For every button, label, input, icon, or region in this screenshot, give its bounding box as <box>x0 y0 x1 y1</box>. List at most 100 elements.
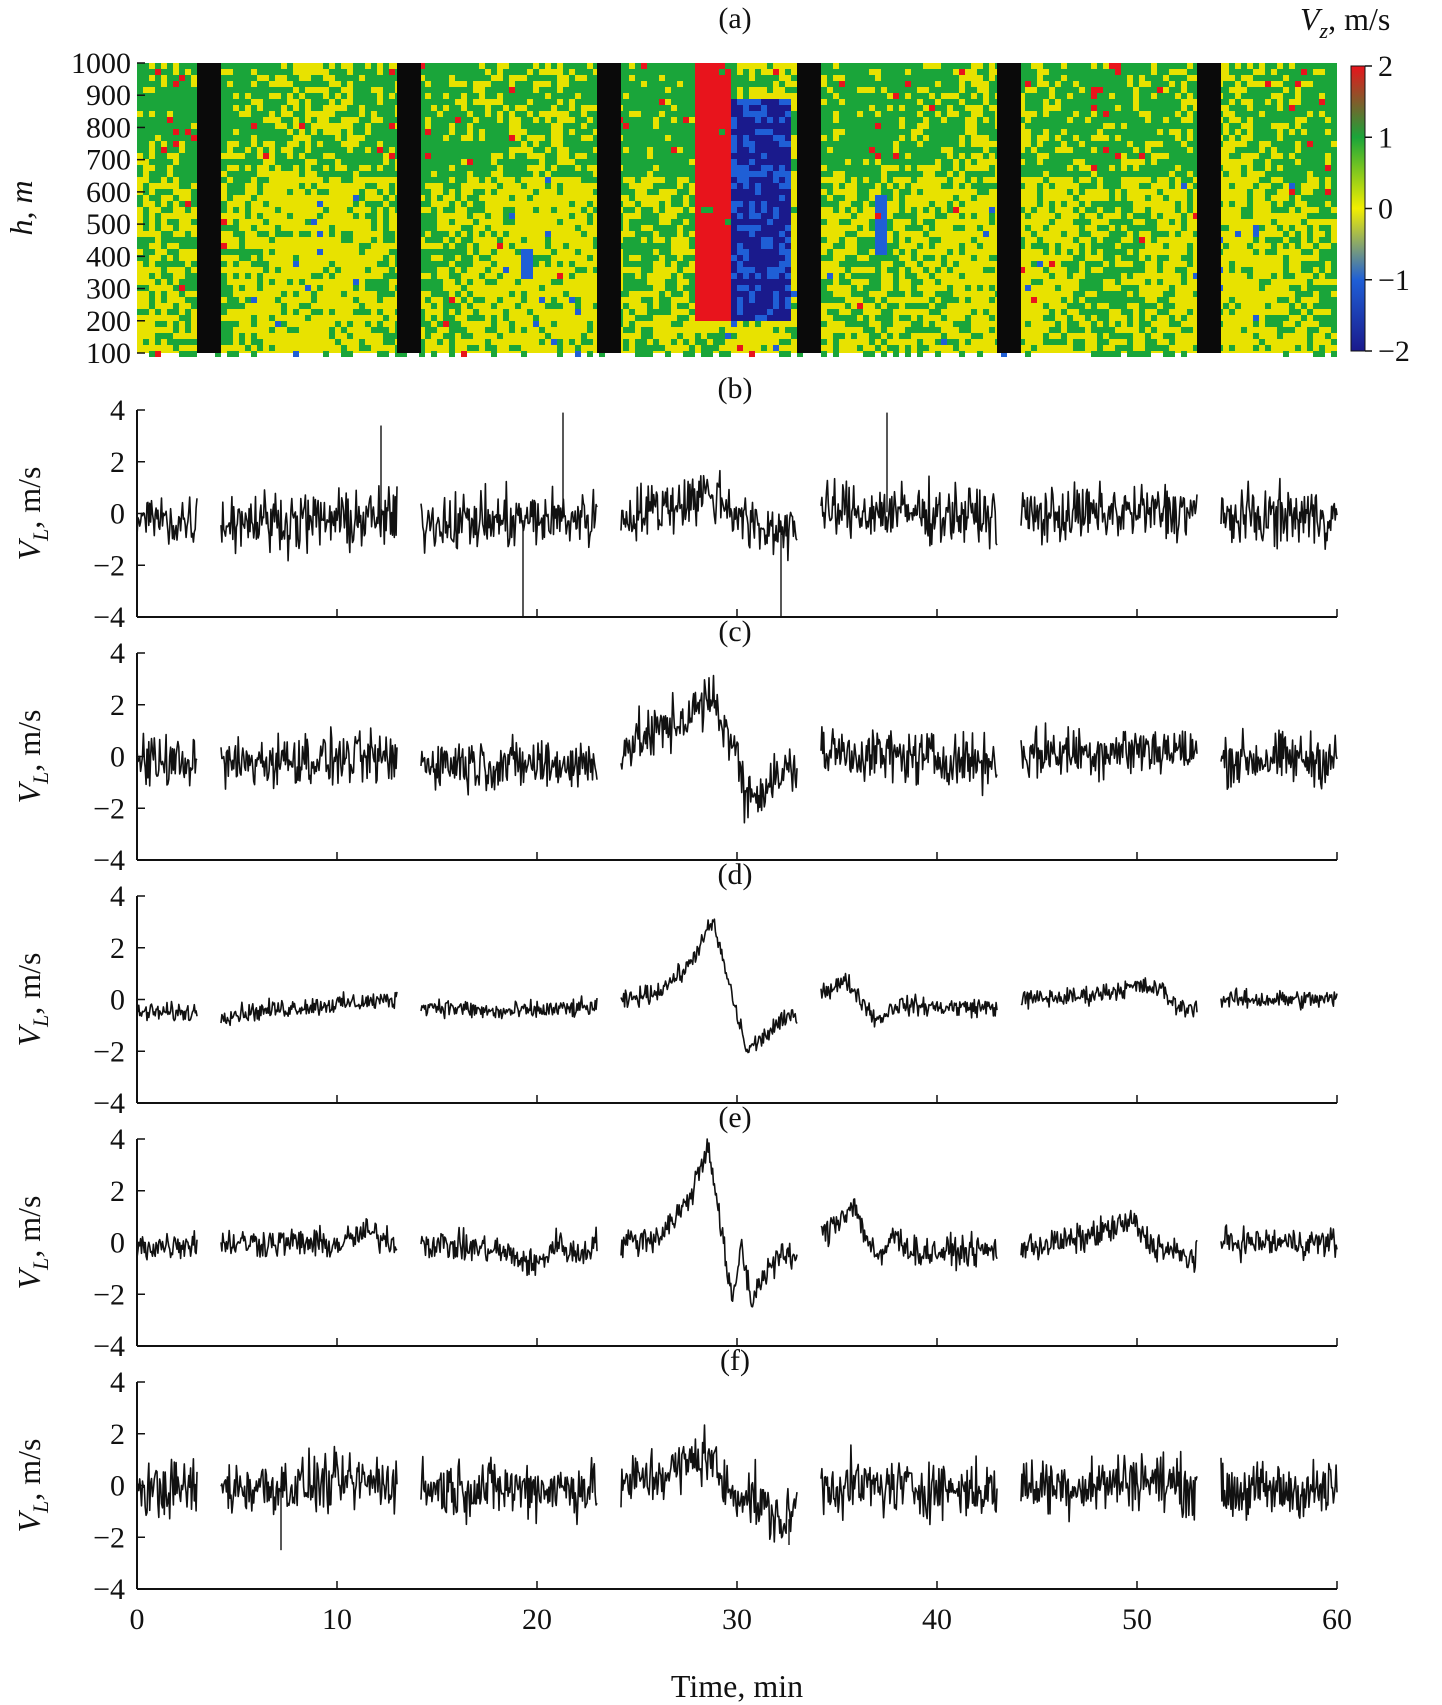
heatmap-cell <box>767 303 773 309</box>
heatmap-cell <box>695 237 701 243</box>
heatmap-cell <box>635 69 641 75</box>
heatmap-cell <box>167 123 173 129</box>
heatmap-cell <box>857 321 863 327</box>
heatmap-cell <box>179 81 185 87</box>
heatmap-cell <box>629 207 635 213</box>
heatmap-cell <box>167 261 173 267</box>
heatmap-cell <box>437 63 443 69</box>
heatmap-cell <box>821 195 827 201</box>
heatmap-cell <box>1133 81 1139 87</box>
heatmap-cell <box>461 69 467 75</box>
heatmap-cell <box>779 123 785 129</box>
heatmap-cell <box>1151 81 1157 87</box>
heatmap-cell <box>881 213 887 219</box>
heatmap-cell <box>1289 111 1295 117</box>
heatmap-cell <box>551 87 557 93</box>
heatmap-cell <box>911 255 917 261</box>
heatmap-cell <box>299 141 305 147</box>
heatmap-cell <box>911 69 917 75</box>
heatmap-cell <box>785 99 791 105</box>
heatmap-cell <box>167 129 173 135</box>
heatmap-cell <box>425 129 431 135</box>
heatmap-cell <box>311 141 317 147</box>
heatmap-cell <box>1151 315 1157 321</box>
heatmap-cell <box>1133 63 1139 69</box>
heatmap-cell <box>743 177 749 183</box>
heatmap-cell <box>1229 345 1235 351</box>
heatmap-cell <box>359 93 365 99</box>
heatmap-cell <box>383 237 389 243</box>
heatmap-cell <box>779 291 785 297</box>
heatmap-cell <box>1097 147 1103 153</box>
heatmap-cell <box>1067 63 1073 69</box>
heatmap-cell <box>935 105 941 111</box>
heatmap-cell <box>845 303 851 309</box>
heatmap-cell <box>1157 261 1163 267</box>
heatmap-cell <box>323 147 329 153</box>
heatmap-cell <box>1085 111 1091 117</box>
heatmap-cell <box>1193 117 1199 123</box>
heatmap-cell <box>335 339 341 345</box>
heatmap-cell <box>1067 189 1073 195</box>
heatmap-cell <box>1289 141 1295 147</box>
heatmap-cell <box>905 183 911 189</box>
heatmap-cell <box>1073 237 1079 243</box>
heatmap-cell <box>1271 219 1277 225</box>
heatmap-cell <box>503 171 509 177</box>
heatmap-cell <box>371 93 377 99</box>
heatmap-cell <box>947 99 953 105</box>
heatmap-cell <box>707 105 713 111</box>
heatmap-cell <box>275 87 281 93</box>
heatmap-cell <box>155 351 161 357</box>
heatmap-cell <box>881 309 887 315</box>
heatmap-cell <box>497 81 503 87</box>
heatmap-cell <box>965 321 971 327</box>
heatmap-cell <box>653 93 659 99</box>
heatmap-cell <box>893 255 899 261</box>
heatmap-cell <box>851 159 857 165</box>
heatmap-cell <box>935 171 941 177</box>
heatmap-cell <box>281 165 287 171</box>
heatmap-cell <box>389 81 395 87</box>
heatmap-cell <box>749 111 755 117</box>
heatmap-cell <box>713 201 719 207</box>
heatmap-cell <box>1145 165 1151 171</box>
heatmap-cell <box>1037 195 1043 201</box>
heatmap-cell <box>1163 147 1169 153</box>
heatmap-cell <box>899 153 905 159</box>
heatmap-cell <box>179 279 185 285</box>
heatmap-cell <box>755 285 761 291</box>
heatmap-cell <box>761 219 767 225</box>
heatmap-cell <box>761 159 767 165</box>
heatmap-cell <box>1109 111 1115 117</box>
heatmap-cell <box>1175 201 1181 207</box>
heatmap-cell <box>1277 87 1283 93</box>
heatmap-cell <box>701 273 707 279</box>
heatmap-cell <box>689 273 695 279</box>
heatmap-cell <box>665 183 671 189</box>
heatmap-cell <box>455 69 461 75</box>
heatmap-cell <box>659 297 665 303</box>
heatmap-cell <box>905 87 911 93</box>
heatmap-cell <box>965 177 971 183</box>
heatmap-cell <box>893 237 899 243</box>
heatmap-cell <box>509 219 515 225</box>
heatmap-cell <box>167 201 173 207</box>
heatmap-cell <box>1289 159 1295 165</box>
heatmap-cell <box>155 147 161 153</box>
heatmap-cell <box>503 141 509 147</box>
heatmap-cell <box>221 333 227 339</box>
heatmap-cell <box>869 237 875 243</box>
heatmap-cell <box>917 147 923 153</box>
heatmap-cell <box>881 141 887 147</box>
heatmap-cell <box>143 129 149 135</box>
heatmap-cell <box>233 111 239 117</box>
heatmap-cell <box>923 345 929 351</box>
heatmap-cell <box>227 321 233 327</box>
heatmap-cell <box>257 189 263 195</box>
heatmap-cell <box>425 327 431 333</box>
heatmap-cell <box>713 69 719 75</box>
heatmap-cell <box>725 201 731 207</box>
heatmap-cell <box>941 291 947 297</box>
heatmap-cell <box>431 123 437 129</box>
